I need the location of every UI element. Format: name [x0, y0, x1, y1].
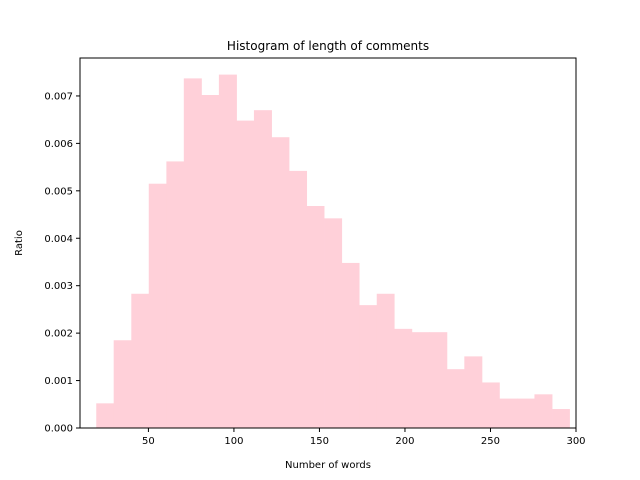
histogram-bar-6: [201, 95, 220, 428]
histogram-bar-25: [534, 394, 553, 428]
histogram-bar-2: [131, 293, 150, 428]
histogram-bar-21: [464, 356, 483, 428]
x-tick-label-2: 150: [310, 436, 329, 447]
x-tick-label-0: 50: [142, 436, 155, 447]
bars-group: [96, 74, 570, 429]
histogram-bar-19: [429, 332, 448, 428]
histogram-bar-12: [306, 206, 325, 428]
histogram-bar-7: [218, 74, 237, 428]
histogram-bar-14: [341, 262, 360, 428]
histogram-bar-1: [113, 340, 132, 428]
histogram-bar-26: [552, 409, 570, 428]
y-tick-label-0: 0.000: [44, 424, 73, 435]
y-axis-label: Ratio: [14, 230, 25, 256]
histogram-bar-15: [359, 305, 378, 428]
histogram-bar-16: [376, 293, 395, 428]
y-tick-label-6: 0.006: [44, 139, 73, 150]
histogram-bar-11: [289, 170, 308, 428]
x-axis-label: Number of words: [285, 460, 371, 471]
histogram-bar-17: [394, 328, 413, 428]
histogram-bar-24: [516, 398, 535, 428]
histogram-bar-13: [324, 218, 343, 428]
histogram-bar-9: [253, 110, 272, 428]
histogram-bar-8: [236, 120, 255, 428]
x-axis-ticks: 50 100 150 200 250 300: [142, 428, 586, 447]
x-tick-label-1: 100: [224, 436, 243, 447]
histogram-bar-0: [96, 403, 115, 428]
histogram-bar-18: [411, 332, 430, 428]
y-tick-label-4: 0.004: [44, 234, 73, 245]
y-axis-ticks: 0.000 0.001 0.002 0.003 0.004 0.005 0.006 0.007: [44, 91, 80, 435]
y-tick-label-7: 0.007: [44, 91, 73, 102]
y-tick-label-3: 0.003: [44, 281, 73, 292]
y-tick-label-2: 0.002: [44, 329, 73, 340]
histogram-bar-22: [481, 382, 500, 428]
histogram-bar-20: [446, 369, 465, 428]
x-tick-label-5: 300: [566, 436, 585, 447]
histogram-bar-3: [148, 183, 167, 428]
histogram-bar-23: [499, 398, 518, 428]
x-tick-label-4: 250: [481, 436, 500, 447]
histogram-bar-4: [166, 161, 185, 428]
chart-title: Histogram of length of comments: [227, 39, 429, 53]
y-tick-label-1: 0.001: [44, 376, 73, 387]
y-tick-label-5: 0.005: [44, 186, 73, 197]
x-tick-label-3: 200: [395, 436, 414, 447]
histogram-bar-10: [271, 137, 290, 428]
plot-frame: [79, 57, 577, 429]
histogram-bar-5: [183, 78, 202, 429]
